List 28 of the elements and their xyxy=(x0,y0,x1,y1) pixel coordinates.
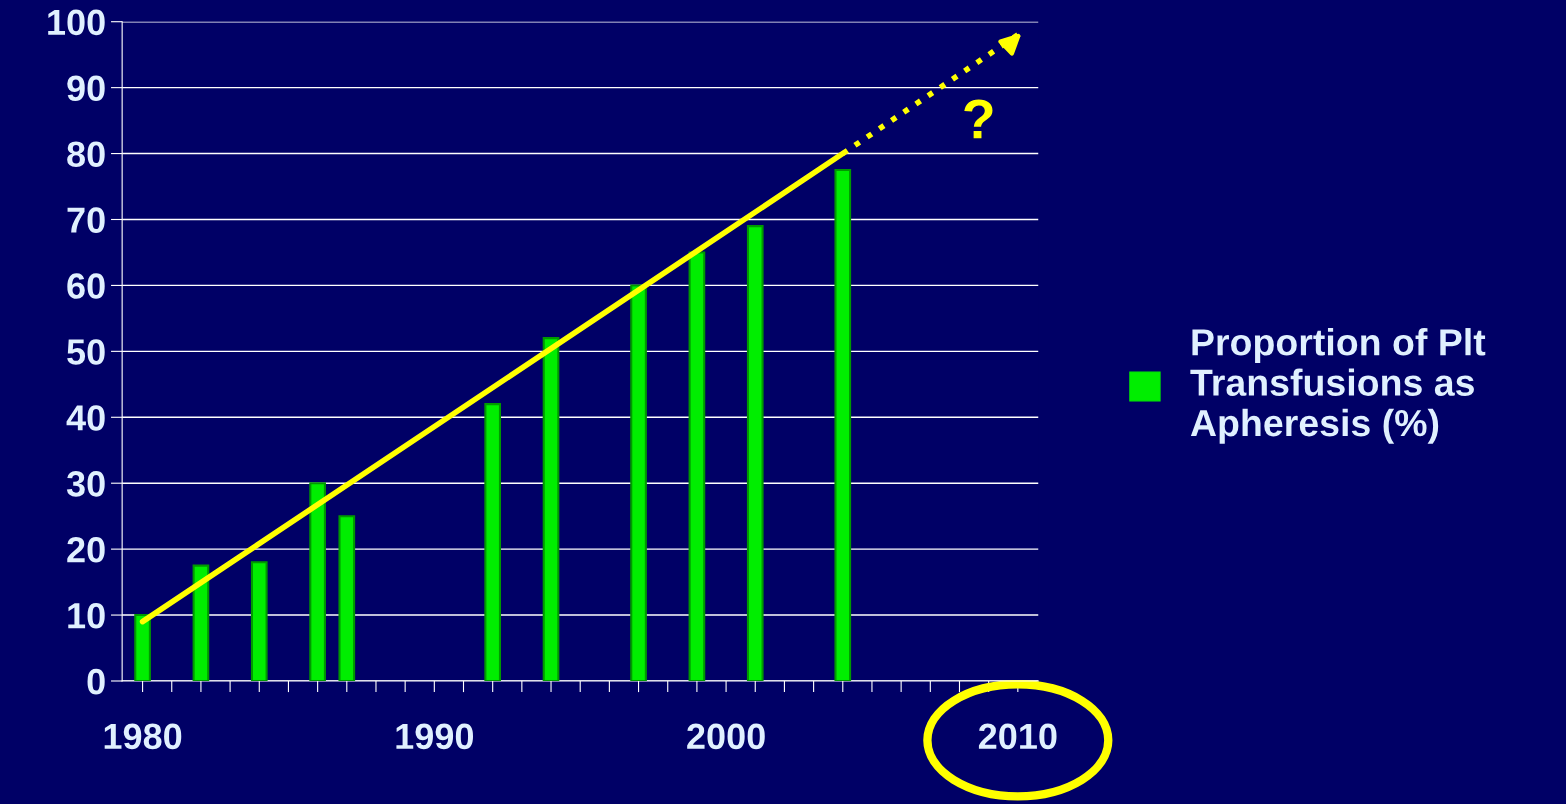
legend-label: Proportion of Plt Transfusions as Apheresis (%) xyxy=(1190,328,1486,444)
y-tick-label: 50 xyxy=(67,339,105,365)
bar xyxy=(688,251,706,681)
bar xyxy=(250,561,268,681)
y-tick-label: 10 xyxy=(68,602,105,629)
x-tick-label: 2000 xyxy=(687,723,765,750)
bar xyxy=(192,564,210,681)
y-tick-label: 90 xyxy=(67,75,105,102)
bar xyxy=(134,614,151,681)
y-tick-label: 100 xyxy=(48,9,105,36)
bar xyxy=(542,337,560,681)
y-tick-label: 60 xyxy=(67,273,105,299)
y-tick-label: 80 xyxy=(67,141,105,167)
bar xyxy=(309,482,326,681)
y-tick-label: 40 xyxy=(66,405,105,431)
x-tick-label: 2010 xyxy=(978,723,1057,750)
x-tick-label: 1980 xyxy=(104,723,182,750)
y-tick-label: 70 xyxy=(67,207,105,233)
x-tick-label: 1990 xyxy=(396,723,474,750)
bar xyxy=(746,225,764,681)
bar xyxy=(338,515,356,681)
annotation: ? xyxy=(964,99,993,139)
y-tick-label: 0 xyxy=(87,668,105,695)
y-tick-label: 30 xyxy=(66,471,105,497)
bar xyxy=(630,284,647,681)
bar xyxy=(484,403,502,681)
y-tick-label: 20 xyxy=(67,537,105,563)
bar xyxy=(834,169,852,681)
